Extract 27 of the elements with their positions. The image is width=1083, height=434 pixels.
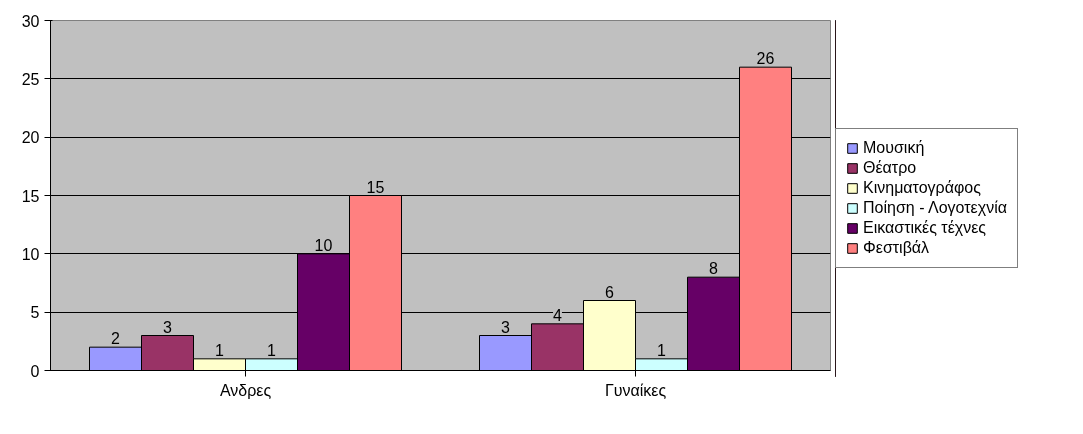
data-label: 1 [267, 341, 277, 359]
legend-label: Κινηματογράφος [863, 179, 981, 197]
y-tick-label: 30 [21, 12, 40, 30]
data-label: 26 [756, 50, 775, 68]
data-label: 15 [366, 178, 385, 196]
data-label: 1 [215, 341, 225, 359]
legend-label: Ποίηση - Λογοτεχνία [863, 199, 1007, 217]
x-tick-label: Γυναίκες [604, 381, 667, 399]
data-label: 6 [605, 283, 615, 301]
data-label: 10 [314, 236, 333, 254]
data-label: 4 [553, 306, 563, 324]
legend-label: Μουσική [863, 139, 925, 157]
data-label: 3 [163, 318, 173, 336]
legend-label: Φεστιβάλ [863, 239, 930, 257]
y-tick-label: 5 [30, 304, 40, 322]
y-tick-label: 10 [21, 245, 40, 263]
legend-label: Θέατρο [863, 159, 917, 177]
y-tick-label: 15 [21, 187, 40, 205]
x-tick-label: Ανδρες [219, 381, 272, 399]
legend-label: Εικαστικές τέχνες [863, 219, 987, 237]
data-label: 8 [709, 260, 719, 278]
y-tick-label: 20 [21, 129, 40, 147]
data-label: 3 [501, 318, 511, 336]
y-tick-label: 25 [21, 70, 40, 88]
data-label: 2 [111, 330, 121, 348]
data-label: 1 [657, 341, 667, 359]
y-tick-label: 0 [30, 362, 40, 380]
